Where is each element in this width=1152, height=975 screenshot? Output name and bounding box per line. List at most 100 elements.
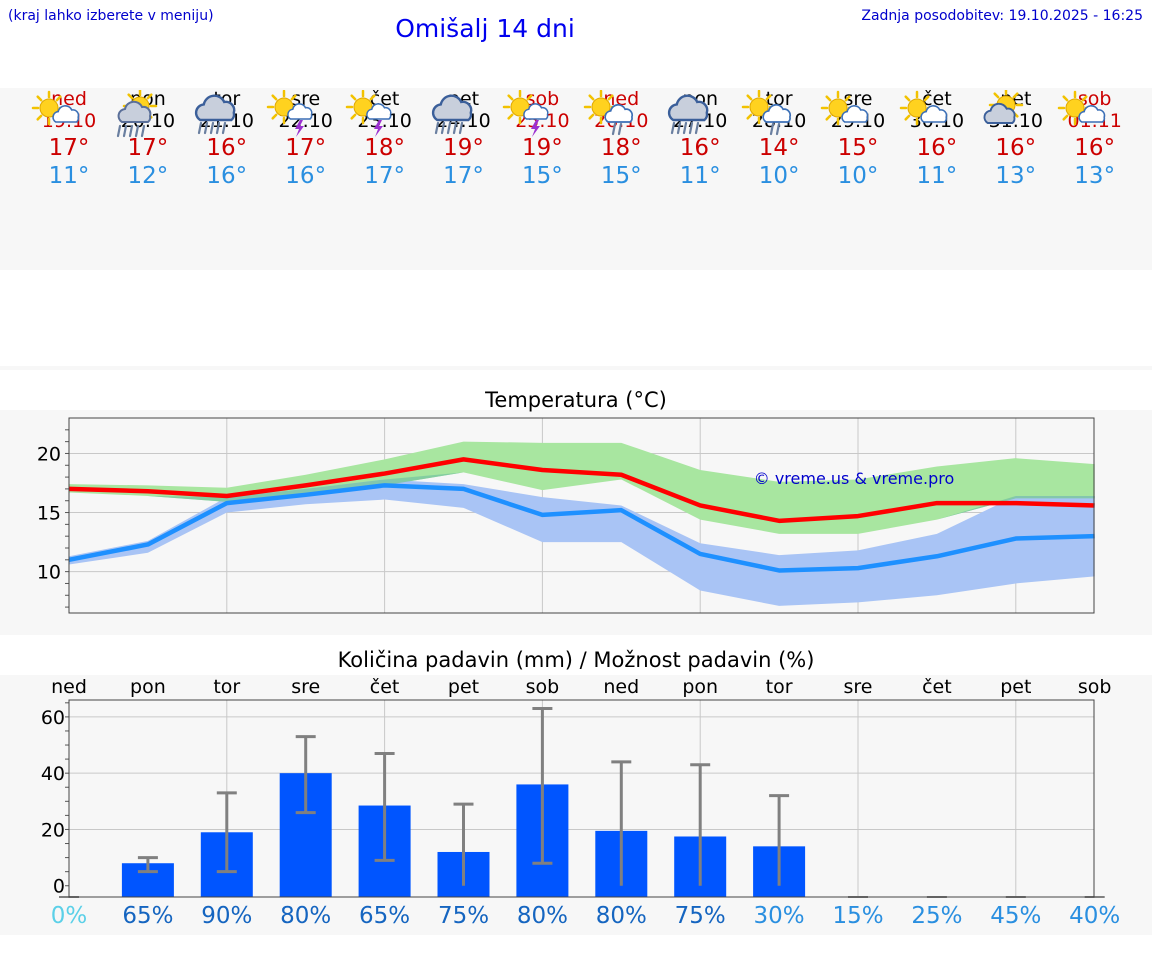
precip-chance: 75%: [674, 903, 726, 929]
forecast-day: tor28.1014°10°: [739, 88, 819, 190]
precip-chance: 45%: [990, 903, 1042, 929]
divider: [0, 366, 1152, 370]
precip-plot-border: [68, 699, 1095, 898]
precip-ytick-label: 0: [53, 876, 65, 898]
min-temp-range-band: [69, 479, 1095, 606]
temp-min: 15°: [600, 163, 642, 189]
precip-day-label: ned: [51, 676, 87, 698]
precip-day-label: pet: [447, 676, 480, 698]
temp-max: 17°: [285, 135, 327, 161]
temp-min: 15°: [522, 163, 563, 189]
temp-min: 17°: [443, 163, 484, 189]
day-name: tor: [765, 88, 793, 110]
precip-day-label: pon: [682, 676, 719, 698]
precip-day-label: sob: [1077, 676, 1112, 698]
temp-max: 18°: [364, 135, 405, 161]
precip-ytick-label: 20: [41, 819, 65, 841]
temp-max: 18°: [600, 135, 642, 161]
precip-chart-title: Količina padavin (mm) / Možnost padavin …: [337, 648, 815, 672]
precip-chance: 30%: [753, 903, 805, 929]
forecast-strip: ned19.1017°11°pon20.1017°12°tor21.1016°1…: [0, 88, 1152, 268]
precip-day-label: sob: [525, 676, 560, 698]
temp-ytick-label: 15: [37, 503, 61, 525]
precip-day-label: sre: [291, 676, 321, 698]
precip-ytick-label: 60: [41, 707, 65, 729]
precip-ytick-label: 40: [41, 763, 65, 785]
watermark: © vreme.us & vreme.pro: [754, 469, 955, 488]
temp-max: 16°: [206, 135, 248, 161]
page-title: Omišalj 14 dni: [395, 14, 575, 43]
precip-chance: 80%: [516, 903, 568, 929]
temperature-chart-title: Temperatura (°C): [485, 388, 667, 412]
temp-min: 11°: [916, 163, 958, 189]
temp-min: 16°: [285, 163, 327, 189]
precip-chance: 0%: [50, 903, 88, 929]
precip-day-label: sre: [843, 676, 873, 698]
temp-min: 10°: [837, 163, 879, 189]
last-updated: Zadnja posodobitev: 19.10.2025 - 16:25: [861, 8, 1143, 24]
temp-min: 16°: [206, 163, 248, 189]
temp-min: 13°: [995, 163, 1037, 189]
temp-max: 17°: [48, 135, 90, 161]
precip-day-label: tor: [765, 676, 793, 698]
precip-chance: 25%: [911, 903, 963, 929]
min-temp-line: [68, 483, 1095, 573]
temp-max: 19°: [522, 135, 563, 161]
day-name: ned: [603, 88, 640, 110]
temp-min: 11°: [48, 163, 90, 189]
temp-min: 10°: [758, 163, 800, 189]
temp-max: 15°: [837, 135, 879, 161]
temp-max: 17°: [127, 135, 169, 161]
temp-max: 16°: [916, 135, 958, 161]
temp-max: 16°: [679, 135, 721, 161]
day-name: ned: [51, 88, 87, 110]
day-name: sre: [843, 88, 873, 110]
precip-chance: 40%: [1069, 903, 1121, 929]
forecast-band: [0, 88, 1152, 270]
precip-day-label: čet: [369, 676, 400, 698]
temp-ytick-label: 20: [37, 443, 61, 465]
forecast-day: sob01.1116°13°: [1055, 88, 1135, 190]
forecast-day: čet 23.10 18° 17°: [345, 88, 425, 190]
precip-day-label: pon: [130, 676, 166, 698]
precip-chance: 15%: [832, 903, 884, 929]
precip-chance: 65%: [122, 903, 174, 929]
location-hint: (kraj lahko izberete v meniju): [8, 8, 214, 24]
forecast-day: sre 22.10 17° 16°: [266, 88, 346, 190]
max-temp-range-band: [69, 441, 1095, 534]
max-temp-line: [68, 457, 1095, 524]
temp-range-overlap: [69, 472, 1095, 534]
temp-max: 19°: [443, 135, 484, 161]
temp-plot-border: [68, 417, 1095, 614]
temp-max: 16°: [995, 135, 1037, 161]
temp-min: 17°: [364, 163, 405, 189]
precip-day-label: ned: [603, 676, 640, 698]
temp-max: 14°: [758, 135, 800, 161]
precip-chance: 75%: [437, 903, 490, 929]
precip-day-label: čet: [922, 676, 952, 698]
day-name: čet: [922, 88, 952, 110]
precip-chance: 65%: [359, 903, 411, 929]
temp-min: 13°: [1074, 163, 1116, 189]
precip-chance: 90%: [201, 903, 253, 929]
temp-min: 12°: [127, 163, 169, 189]
precip-day-label: pet: [1000, 676, 1032, 698]
forecast-day: sob 25.10 19° 15°: [502, 88, 582, 190]
precip-chance: 80%: [595, 903, 647, 929]
day-name: sob: [1077, 88, 1112, 110]
precip-chance: 80%: [280, 903, 332, 929]
temp-min: 11°: [679, 163, 721, 189]
forecast-day: pet 31.10 16° 13°: [976, 88, 1056, 190]
temp-max: 16°: [1074, 135, 1116, 161]
precip-day-label: tor: [213, 676, 241, 698]
temp-ytick-label: 10: [37, 562, 61, 584]
